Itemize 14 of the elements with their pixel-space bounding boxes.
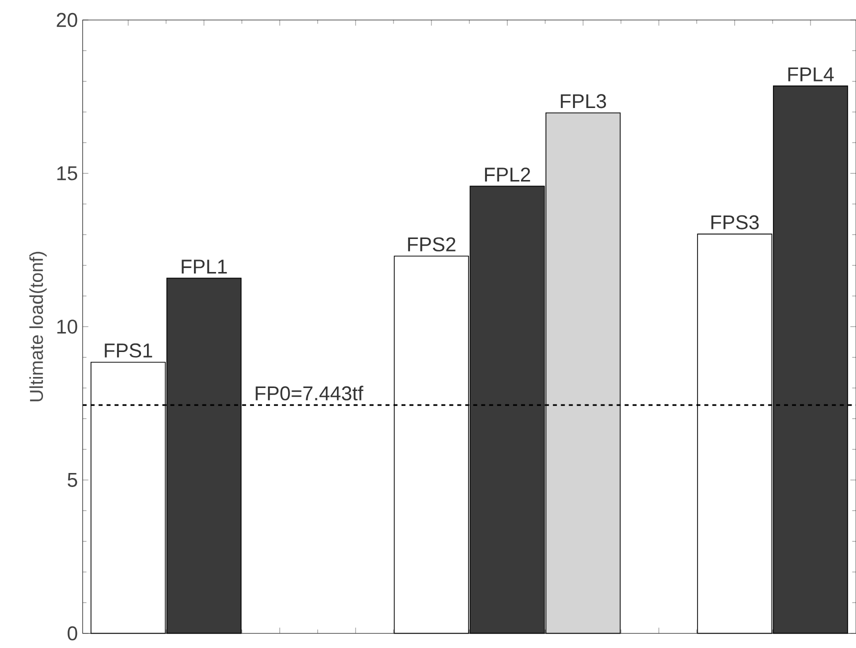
- x-tick-label: FPS3: [711, 215, 759, 230]
- x-tick-label: FPS2: [408, 237, 456, 252]
- y-tick-label: 15: [57, 166, 78, 180]
- y-tick-label: 20: [56, 12, 78, 28]
- x-tick-label: FPL3: [560, 94, 606, 108]
- x-tick-label: FPS1: [104, 343, 152, 358]
- ref-line-label: FP0=7.443tf: [256, 386, 364, 400]
- y-tick-label: 10: [57, 320, 78, 334]
- y-axis-title: Ultimate load(tonf): [29, 252, 47, 402]
- y-tick-label: 0: [68, 626, 78, 640]
- x-tick-label: FPL1: [182, 260, 227, 274]
- x-tick-label: FPL4: [788, 68, 834, 82]
- y-tick-label: 5: [68, 473, 78, 487]
- x-tick-label: FPL2: [485, 168, 530, 182]
